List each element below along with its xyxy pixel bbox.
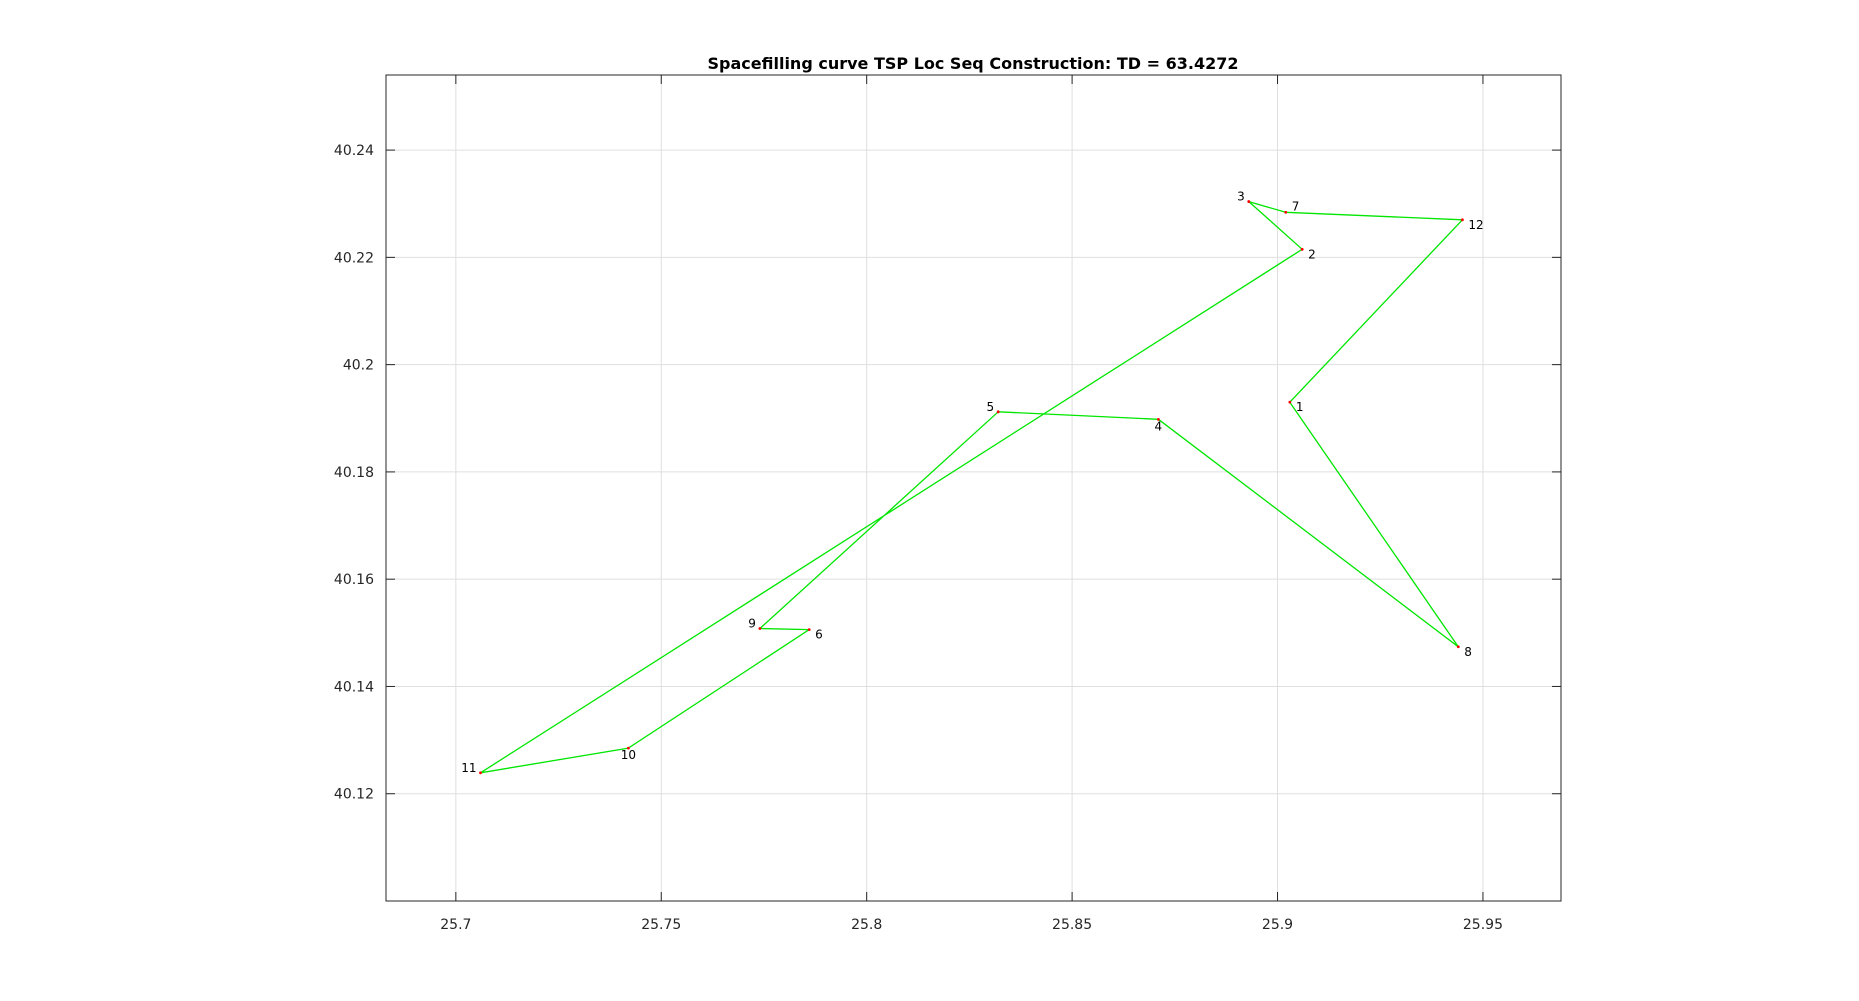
tour-point (1456, 645, 1460, 649)
point-label: 2 (1308, 247, 1316, 261)
tour-point (1460, 218, 1464, 222)
tour-point (1300, 247, 1304, 251)
x-tick-label: 25.8 (851, 917, 882, 933)
y-tick-label: 40.14 (334, 679, 374, 695)
point-label: 9 (748, 617, 756, 631)
x-tick-label: 25.75 (641, 917, 681, 933)
tour-point (996, 410, 1000, 414)
tour-point (479, 771, 482, 775)
point-label: 8 (1464, 645, 1472, 659)
point-label: 5 (987, 400, 995, 414)
point-label: 12 (1468, 218, 1483, 232)
grid (386, 75, 1561, 901)
y-tick-label: 40.24 (334, 143, 374, 159)
plot-area (386, 75, 1561, 901)
x-tick-label: 25.7 (440, 917, 471, 933)
point-label: 7 (1292, 199, 1300, 213)
y-tick-label: 40.22 (334, 250, 374, 266)
x-tick-label: 25.95 (1463, 917, 1503, 933)
plot-box (385, 74, 1562, 902)
x-tick-label: 25.9 (1262, 917, 1293, 933)
tour-point (626, 746, 630, 750)
tour-point (1284, 210, 1288, 214)
point-label: 10 (621, 748, 636, 762)
y-tick-label: 40.2 (343, 358, 374, 374)
x-tick-label: 25.85 (1052, 917, 1092, 933)
point-label: 11 (461, 761, 476, 775)
tour-point (1156, 417, 1160, 421)
point-label: 6 (815, 628, 823, 642)
point-label: 3 (1237, 190, 1245, 204)
tour-point (1288, 400, 1292, 404)
tour-point (758, 627, 762, 630)
y-tick-label: 40.12 (334, 787, 374, 803)
point-label: 4 (1155, 419, 1163, 433)
tour-point (807, 628, 811, 631)
axis-ticks: 25.7 25.75 25.8 25.85 25.9 25.95 40.12 40.14 40.… (334, 75, 1561, 933)
tour-point (1247, 200, 1251, 203)
y-tick-label: 40.18 (334, 465, 374, 481)
point-label: 1 (1296, 400, 1304, 414)
y-tick-label: 40.16 (334, 572, 374, 588)
chart-title: Spacefilling curve TSP Loc Seq Construct… (708, 54, 1239, 73)
